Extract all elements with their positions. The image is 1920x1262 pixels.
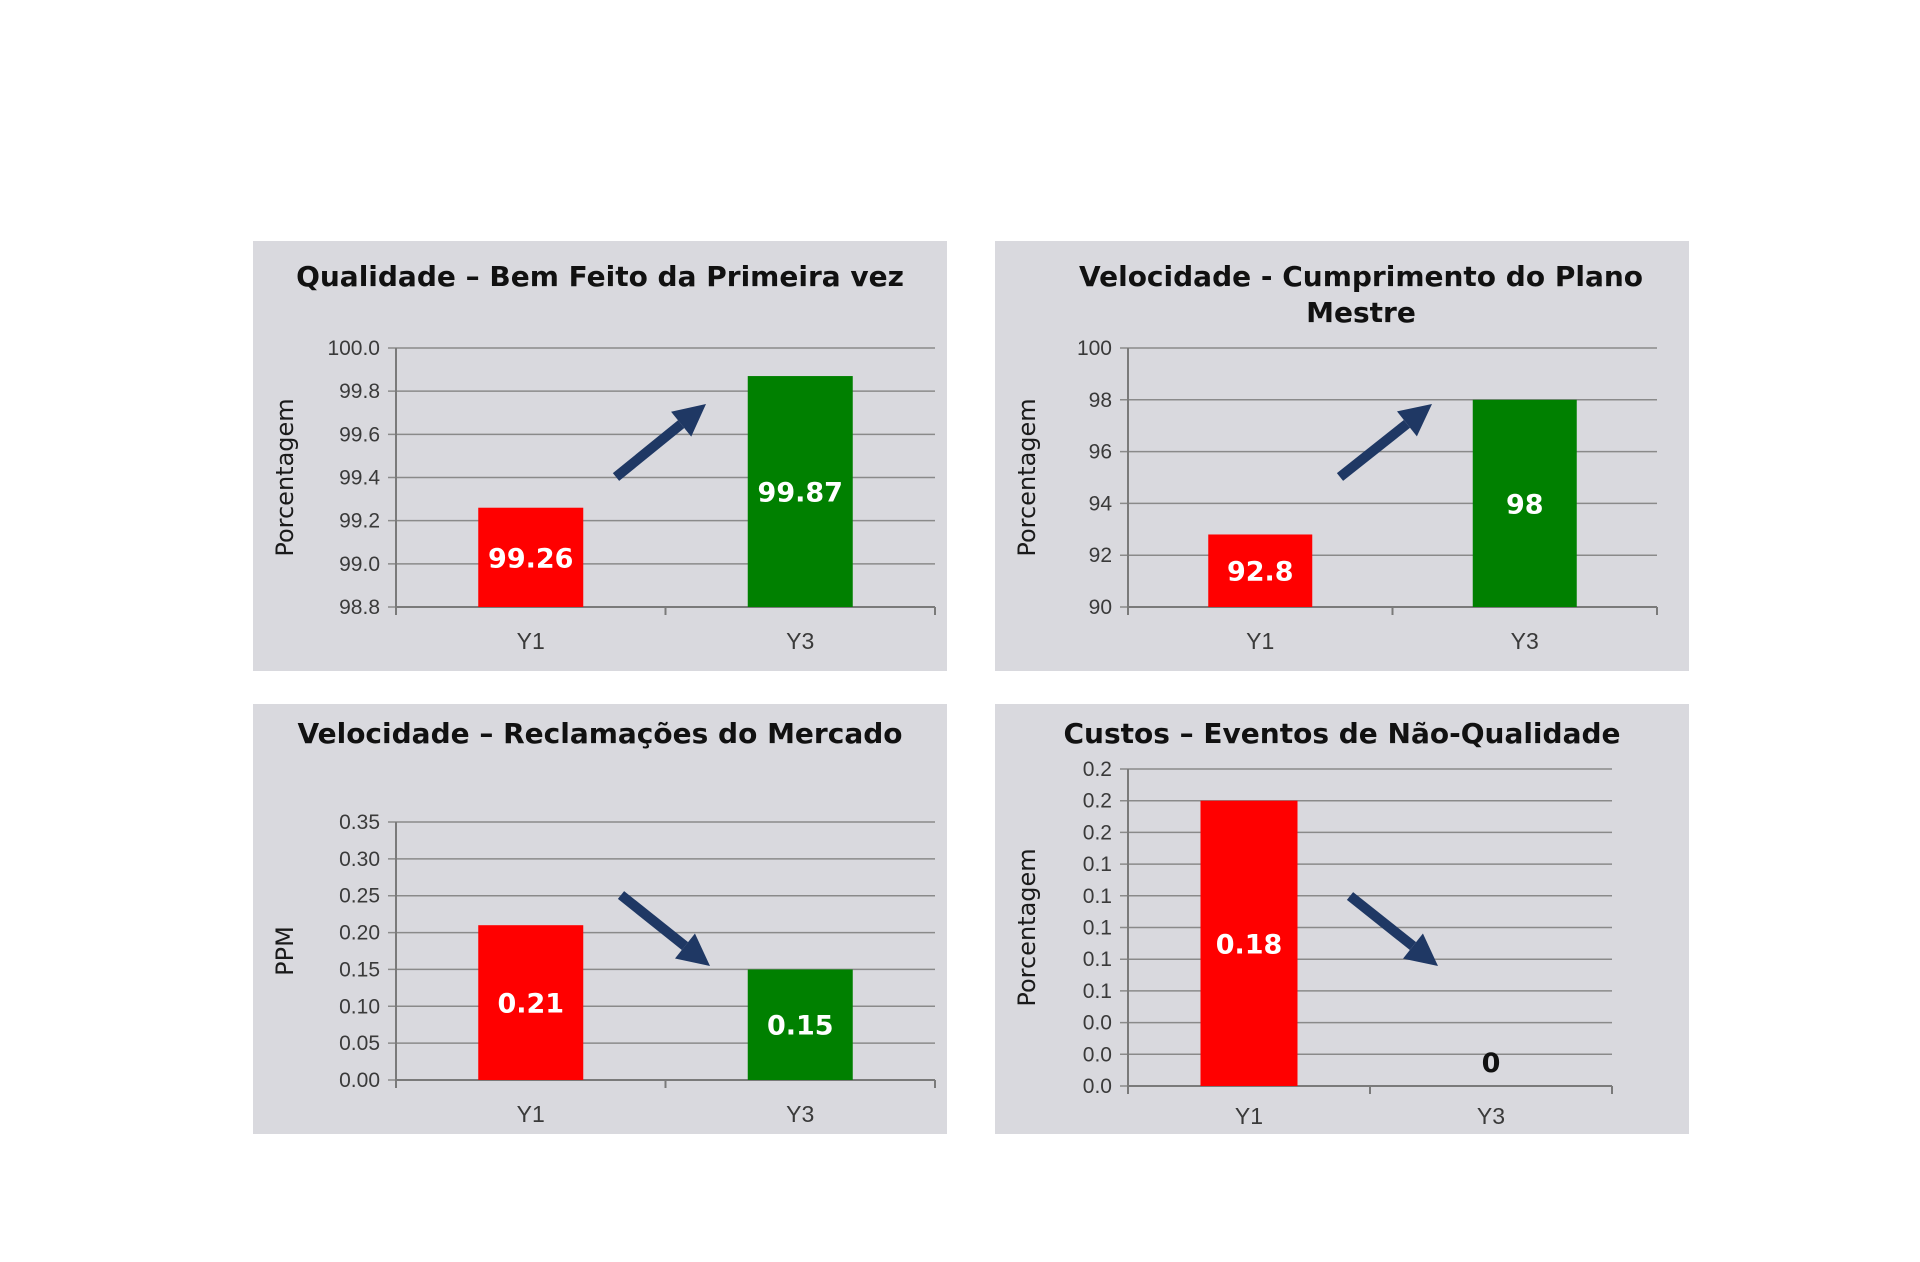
- data-label: 92.8: [1227, 557, 1294, 588]
- y-tick-label: 94: [1089, 492, 1113, 515]
- trend-arrow-shaft: [1336, 419, 1411, 481]
- category-label: Y3: [1477, 1103, 1505, 1129]
- y-tick-label: 0.25: [339, 885, 380, 908]
- bar-y1: [478, 925, 584, 1080]
- y-tick-label: 99.6: [339, 423, 380, 446]
- data-label: 0.15: [767, 1011, 834, 1042]
- trend-arrow-shaft: [612, 420, 685, 481]
- data-label: 99.26: [488, 543, 573, 574]
- chart-panel-custos: Custos – Eventos de Não-Qualidade 0.0 0.0 0…: [995, 704, 1689, 1134]
- y-tick-label: 0.1: [1083, 853, 1112, 876]
- chart-custos: Custos – Eventos de Não-Qualidade 0.0 0.0 0…: [1013, 717, 1621, 1129]
- y-tick-label: 0.10: [339, 995, 380, 1018]
- y-tick-label: 0.2: [1083, 790, 1112, 813]
- data-label: 0: [1482, 1048, 1501, 1079]
- y-tick-label: 99.0: [339, 553, 380, 576]
- bar-y3: [1472, 399, 1577, 607]
- trend-arrow-up-icon: [1396, 404, 1432, 437]
- data-label: 98: [1506, 489, 1544, 520]
- y-tick-label: 100.0: [327, 337, 380, 360]
- chart-panel-reclamacoes: Velocidade – Reclamações do Mercado 0.00 0…: [253, 704, 947, 1134]
- y-tick-label: 0.20: [339, 922, 380, 945]
- trend-arrow-up-icon: [671, 404, 706, 437]
- chart-panel-qualidade: Qualidade – Bem Feito da Primeira vez 98.…: [253, 241, 947, 671]
- y-tick-label: 99.2: [339, 510, 380, 533]
- y-tick-label: 0.1: [1083, 948, 1112, 971]
- chart-reclamacoes: Velocidade – Reclamações do Mercado 0.00 0…: [271, 717, 936, 1127]
- y-tick-label: 100: [1077, 337, 1112, 360]
- bar-y1: [1200, 800, 1298, 1086]
- category-label: Y3: [786, 628, 814, 654]
- y-tick-label: 0.30: [339, 848, 380, 871]
- category-label: Y1: [1246, 628, 1274, 654]
- y-tick-label: 0.0: [1083, 1075, 1112, 1098]
- category-label: Y1: [517, 1101, 545, 1127]
- y-tick-label: 99.4: [339, 467, 380, 490]
- data-label: 0.18: [1216, 929, 1283, 960]
- y-tick-label: 0.1: [1083, 980, 1112, 1003]
- bar-y3: [747, 969, 853, 1080]
- y-axis-label: Porcentagem: [271, 398, 299, 556]
- y-tick-label: 0.0: [1083, 1012, 1112, 1035]
- y-tick-label: 0.35: [339, 811, 380, 834]
- trend-arrow-shaft: [617, 891, 689, 950]
- bar-y3: [747, 376, 853, 607]
- y-tick-label: 0.2: [1083, 758, 1112, 781]
- bar-y1: [1208, 534, 1313, 607]
- data-label: 0.21: [497, 989, 564, 1020]
- chart-panel-plano-mestre: Velocidade - Cumprimento do Plano Mestre 9…: [995, 241, 1689, 671]
- trend-arrow-down-icon: [675, 933, 710, 966]
- chart-title: Mestre: [1306, 296, 1416, 329]
- y-axis-label: Porcentagem: [1013, 848, 1041, 1006]
- y-tick-label: 99.8: [339, 380, 380, 403]
- y-tick-label: 0.1: [1083, 885, 1112, 908]
- y-tick-label: 96: [1089, 441, 1112, 464]
- y-tick-label: 0.05: [339, 1032, 380, 1055]
- y-tick-label: 0.2: [1083, 821, 1112, 844]
- trend-arrow-down-icon: [1402, 933, 1438, 966]
- chart-title: Qualidade – Bem Feito da Primeira vez: [296, 260, 904, 293]
- data-label: 99.87: [758, 478, 843, 509]
- chart-qualidade: Qualidade – Bem Feito da Primeira vez 98.…: [271, 260, 936, 654]
- category-label: Y1: [1235, 1103, 1263, 1129]
- y-tick-label: 98: [1089, 389, 1112, 412]
- y-tick-label: 90: [1089, 596, 1112, 619]
- category-label: Y1: [517, 628, 545, 654]
- y-tick-label: 98.8: [339, 596, 380, 619]
- y-tick-label: 0.1: [1083, 917, 1112, 940]
- chart-title: Velocidade – Reclamações do Mercado: [297, 717, 902, 750]
- y-tick-label: 0.15: [339, 958, 380, 981]
- category-label: Y3: [786, 1101, 814, 1127]
- bar-y1: [478, 507, 584, 607]
- y-axis-label: PPM: [271, 926, 299, 976]
- y-axis-label: Porcentagem: [1013, 398, 1041, 556]
- chart-title: Custos – Eventos de Não-Qualidade: [1063, 717, 1620, 750]
- y-tick-label: 0.00: [339, 1069, 380, 1092]
- y-tick-label: 92: [1089, 544, 1112, 567]
- trend-arrow-shaft: [1346, 892, 1417, 950]
- y-tick-label: 0.0: [1083, 1043, 1112, 1066]
- category-label: Y3: [1511, 628, 1539, 654]
- chart-title: Velocidade - Cumprimento do Plano: [1079, 260, 1643, 293]
